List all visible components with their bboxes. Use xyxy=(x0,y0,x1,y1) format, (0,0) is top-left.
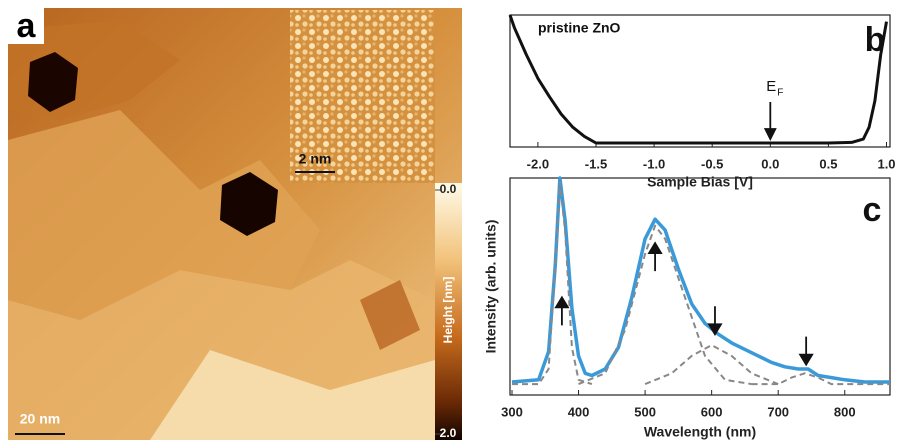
panel-label: c xyxy=(863,191,882,229)
data-line xyxy=(579,226,752,384)
colorbar-title: Height [nm] xyxy=(441,277,455,344)
data-line xyxy=(645,345,778,384)
fermi-arrow xyxy=(765,102,775,139)
x-tick-label: 1.0 xyxy=(877,156,895,171)
y-axis-label: Intensity (arb. units) xyxy=(483,220,499,354)
x-tick-label: 800 xyxy=(834,404,856,419)
charts: -2.0 -1.5 -1.0 -0.5 0.0 0.5 1.0 Sample Bias [V]… xyxy=(483,15,896,440)
arrow xyxy=(556,297,568,325)
panel-label: a xyxy=(17,7,37,45)
x-tick-label: 0.5 xyxy=(819,156,837,171)
inset-scale-bar-label: 2 nm xyxy=(299,151,332,167)
colorbar-tick-label: 0.0 xyxy=(440,182,457,196)
x-tick-label: 400 xyxy=(568,404,590,419)
x-tick-label: -1.5 xyxy=(585,156,607,171)
plot-frame xyxy=(510,178,890,395)
x-axis-label: Sample Bias [V] xyxy=(647,174,753,190)
colorbar-tick-label: 2.0 xyxy=(440,426,457,440)
x-tick-label: 300 xyxy=(501,404,523,419)
fermi-label-sub: F xyxy=(777,88,783,99)
x-tick-label: 0.0 xyxy=(761,156,779,171)
figure: 2 nm 20 nm a Height [nm] 0.0 2.0 -2.0 -1.5… xyxy=(0,0,899,443)
x-tick-label: 700 xyxy=(767,404,789,419)
x-tick-label: -0.5 xyxy=(701,156,723,171)
annotation: pristine ZnO xyxy=(538,20,621,36)
x-tick-label: -2.0 xyxy=(527,156,549,171)
arrow xyxy=(649,243,661,271)
x-tick-label: 500 xyxy=(634,404,656,419)
x-tick-label: -1.0 xyxy=(643,156,665,171)
scale-bar-label: 20 nm xyxy=(20,411,60,427)
panel-label: b xyxy=(865,21,886,59)
fermi-label: E xyxy=(766,78,776,95)
x-axis-label: Wavelength (nm) xyxy=(644,424,756,440)
x-tick-label: 600 xyxy=(701,404,723,419)
arrow xyxy=(800,337,812,365)
